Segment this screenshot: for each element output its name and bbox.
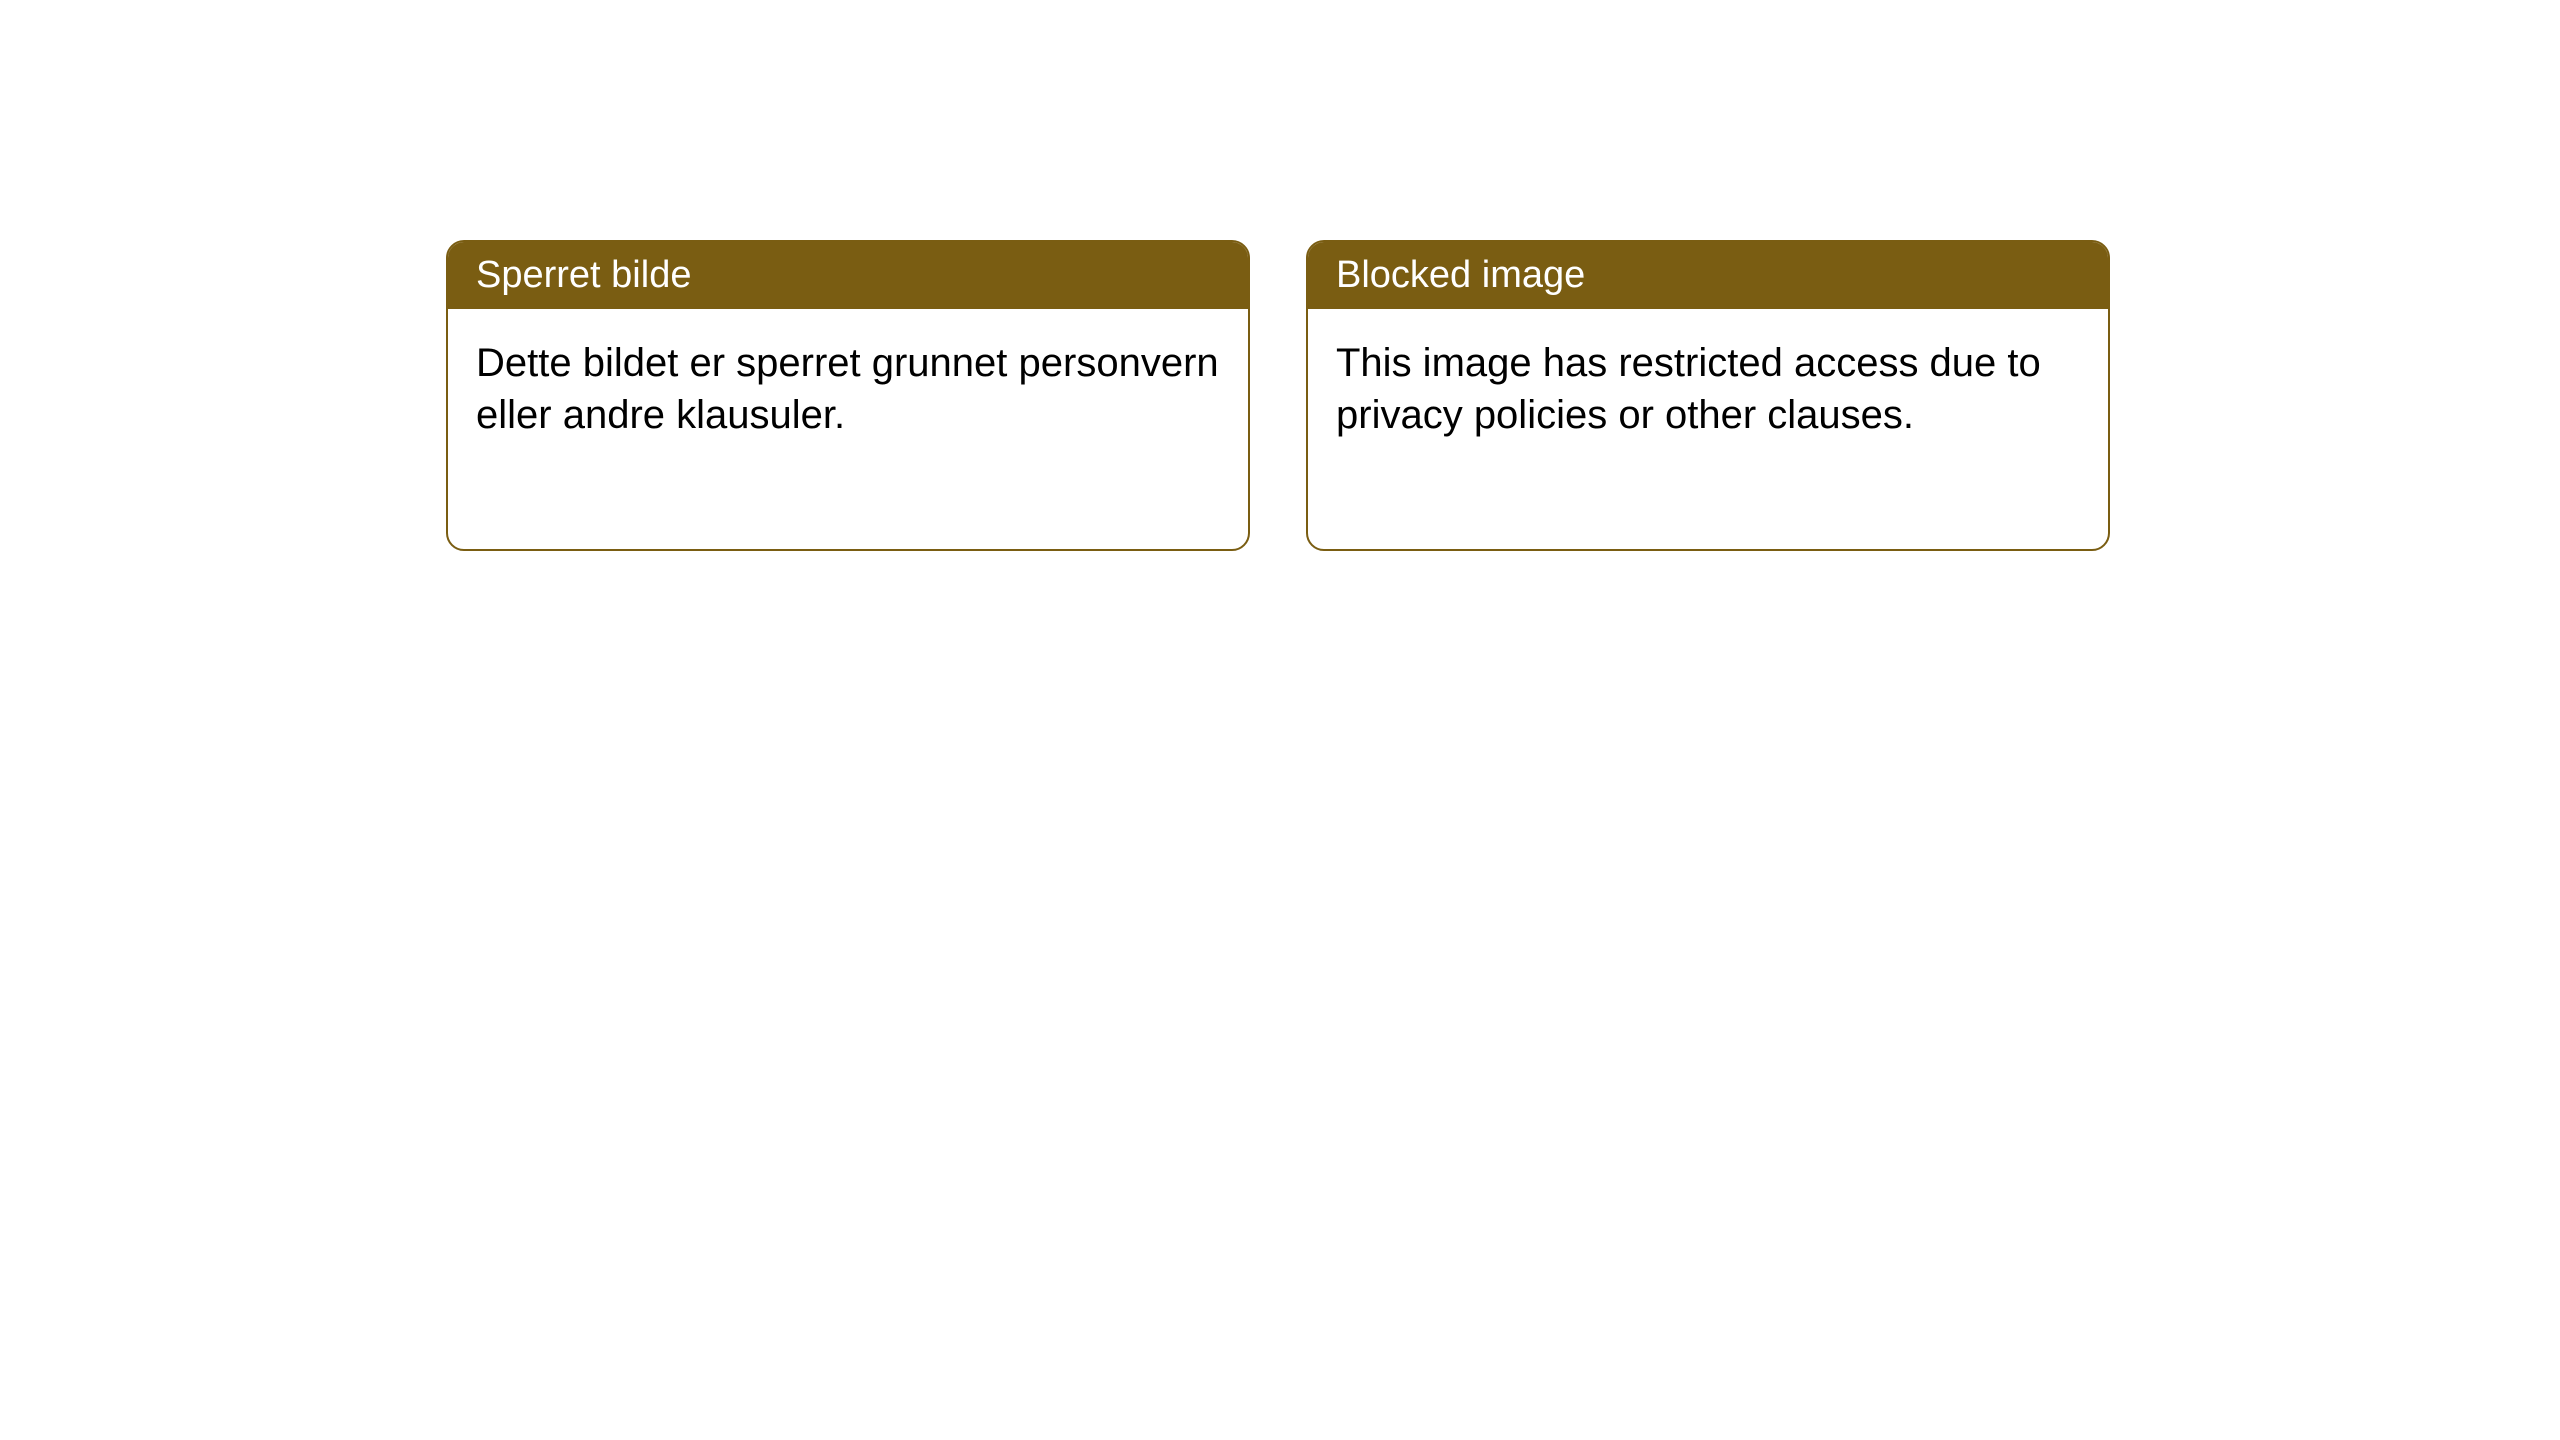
notice-header-norwegian: Sperret bilde: [448, 242, 1248, 309]
notice-title-english: Blocked image: [1336, 254, 1585, 296]
notice-text-norwegian: Dette bildet er sperret grunnet personve…: [476, 341, 1219, 437]
notice-title-norwegian: Sperret bilde: [476, 254, 691, 296]
notice-body-norwegian: Dette bildet er sperret grunnet personve…: [448, 309, 1248, 549]
notice-box-english: Blocked image This image has restricted …: [1306, 240, 2110, 551]
notice-body-english: This image has restricted access due to …: [1308, 309, 2108, 549]
notice-text-english: This image has restricted access due to …: [1336, 341, 2041, 437]
notice-header-english: Blocked image: [1308, 242, 2108, 309]
notice-box-norwegian: Sperret bilde Dette bildet er sperret gr…: [446, 240, 1250, 551]
notice-container: Sperret bilde Dette bildet er sperret gr…: [0, 0, 2560, 551]
